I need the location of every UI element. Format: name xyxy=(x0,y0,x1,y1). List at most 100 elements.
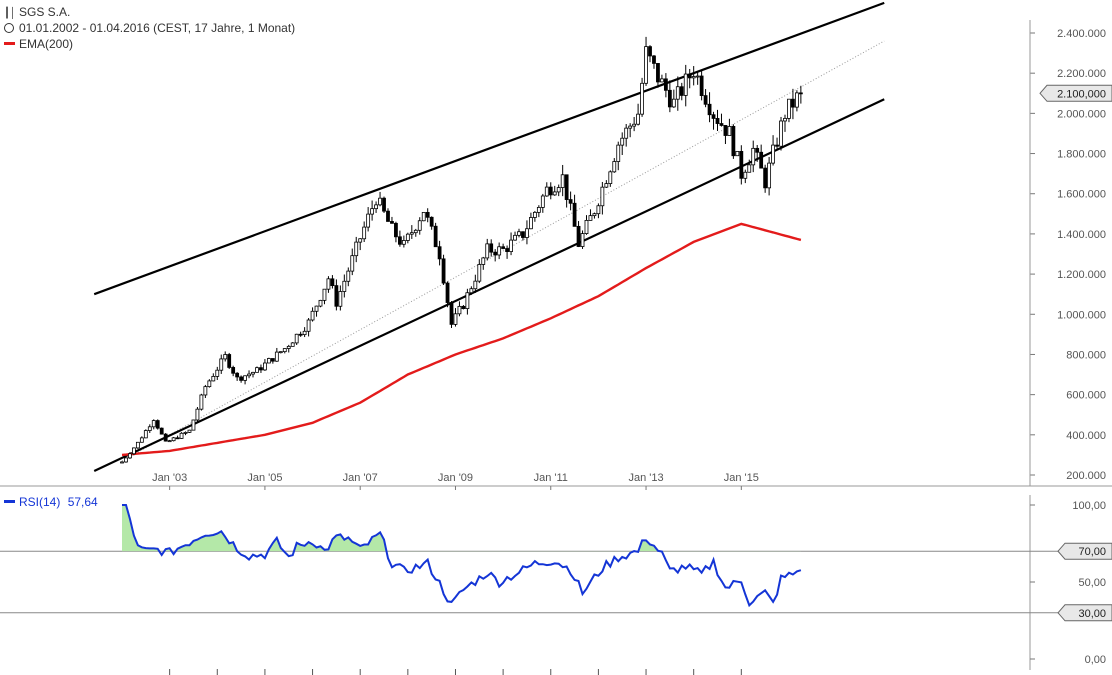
price-candle xyxy=(354,236,359,263)
price-candle xyxy=(390,216,394,224)
candle-body xyxy=(648,46,652,57)
candle-body xyxy=(767,162,772,189)
candle-body xyxy=(135,441,140,449)
candle-body xyxy=(795,92,799,108)
price-candle xyxy=(751,140,756,173)
price-candle xyxy=(457,301,462,317)
candle-body xyxy=(493,251,498,256)
rsi-panel: 0,00 50,00 100,00 70,00 30,00 xyxy=(0,495,1112,670)
candle-body xyxy=(656,63,660,83)
candle-body xyxy=(132,447,136,455)
ema-line xyxy=(121,222,802,457)
price-candle xyxy=(203,384,208,398)
candle-body xyxy=(433,225,438,248)
price-candle xyxy=(366,207,371,232)
price-candle xyxy=(624,123,629,147)
price-candle xyxy=(604,180,609,188)
candle-body xyxy=(798,92,803,95)
candle-body xyxy=(536,207,541,213)
price-candle xyxy=(139,436,144,443)
clock-icon xyxy=(4,23,14,33)
candle-body xyxy=(235,372,240,378)
price-candle xyxy=(648,45,652,63)
mid-channel-trendline xyxy=(121,40,885,462)
candle-body xyxy=(501,246,506,249)
candle-body xyxy=(374,204,378,210)
candle-body xyxy=(362,226,367,240)
candle-body xyxy=(421,211,426,222)
candle-body xyxy=(203,386,208,396)
candle-body xyxy=(719,123,724,126)
price-candle xyxy=(266,357,271,364)
candle-body xyxy=(556,187,561,193)
candle-body xyxy=(354,241,359,257)
price-axis-label: 400.000 xyxy=(1066,430,1106,442)
candle-body xyxy=(191,419,196,431)
price-candle xyxy=(691,66,696,86)
price-candle xyxy=(330,275,335,289)
price-candle xyxy=(223,351,228,362)
price-candle xyxy=(509,232,513,256)
candle-body xyxy=(409,232,414,235)
price-candle xyxy=(302,327,307,338)
price-candle xyxy=(124,457,128,463)
price-candle xyxy=(505,245,509,259)
price-candle xyxy=(120,461,124,464)
price-candle xyxy=(529,212,533,230)
candle-body xyxy=(215,369,220,377)
legend-ema[interactable]: EMA(200) xyxy=(4,36,73,52)
candle-body xyxy=(417,220,422,231)
price-candle xyxy=(485,238,490,261)
time-axis-label: Jan '13 xyxy=(628,472,663,484)
price-candle xyxy=(322,288,327,305)
candle-body xyxy=(175,437,180,440)
candle-body xyxy=(167,440,172,443)
price-candle xyxy=(731,124,736,159)
candle-body xyxy=(370,208,375,215)
candle-body xyxy=(771,144,775,164)
price-candle xyxy=(715,109,720,131)
candle-body xyxy=(294,333,299,344)
candle-body xyxy=(521,231,525,238)
candle-body xyxy=(783,117,787,122)
candle-body xyxy=(282,348,287,353)
price-candle xyxy=(338,285,343,311)
candle-body xyxy=(572,202,577,227)
candle-body xyxy=(457,305,462,315)
candle-body xyxy=(425,211,430,218)
price-candle xyxy=(171,436,176,442)
price-candle xyxy=(259,364,263,373)
last-price-label: 2.100,000 xyxy=(1057,88,1106,100)
rsi-legend-swatch xyxy=(4,500,15,503)
lower-channel-trendline xyxy=(93,98,885,472)
last-price-badge: 2.100,000 xyxy=(1039,84,1112,102)
candle-body xyxy=(159,427,164,435)
price-candle xyxy=(334,279,339,311)
rsi-level-badge: 30,00 xyxy=(1057,604,1112,622)
price-candle xyxy=(306,318,311,337)
price-candle xyxy=(513,231,517,241)
candle-body xyxy=(600,186,605,207)
price-candle xyxy=(477,259,482,284)
price-candle xyxy=(409,225,414,239)
price-candle xyxy=(679,82,684,101)
candle-body xyxy=(469,288,474,294)
price-candle xyxy=(592,212,597,219)
price-candle xyxy=(663,73,668,98)
price-candle xyxy=(612,158,617,173)
upper-channel-trendline xyxy=(93,1,885,296)
date-range-label: 01.01.2002 - 01.04.2016 (CEST, 17 Jahre,… xyxy=(19,21,296,35)
candle-body xyxy=(318,299,323,307)
ema-series xyxy=(121,222,802,457)
rsi-level-badge-shape xyxy=(1057,542,1112,560)
price-candle xyxy=(215,366,220,380)
price-candle xyxy=(568,191,573,211)
price-axis-label: 200.000 xyxy=(1066,470,1106,482)
candle-body xyxy=(791,98,795,108)
candle-body xyxy=(278,351,283,354)
legend-rsi[interactable]: RSI(14) 57,64 xyxy=(4,494,98,510)
price-candle xyxy=(469,286,474,295)
price-candle xyxy=(346,267,351,287)
candle-body xyxy=(441,258,446,284)
candle-body xyxy=(703,95,708,105)
